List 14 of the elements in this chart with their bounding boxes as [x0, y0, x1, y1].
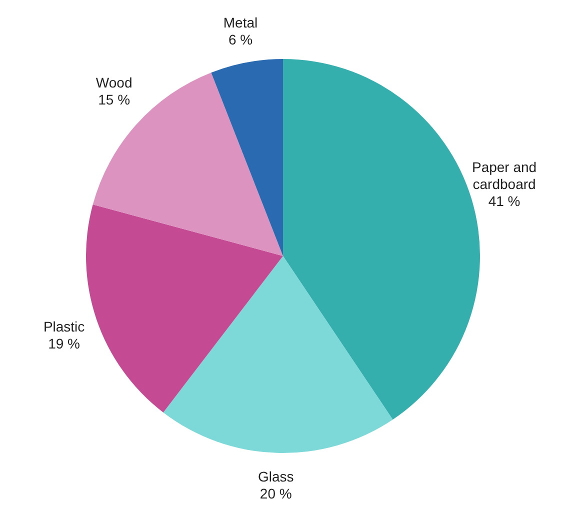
data-label: 41 %	[488, 193, 520, 210]
pie-slice	[163, 256, 393, 453]
slice-label: Glass	[258, 468, 294, 484]
data-label: 15 %	[98, 92, 130, 108]
pie-slice	[92, 72, 283, 256]
slice-label: Metal	[223, 14, 258, 30]
slice-label: Paper and cardboard	[472, 159, 537, 192]
pie-slice	[211, 59, 283, 256]
data-label: 19 %	[48, 336, 80, 352]
pie-slice	[86, 204, 283, 412]
data-label: 6 %	[228, 31, 253, 48]
slice-label: Plastic	[43, 318, 85, 335]
data-label: 20 %	[260, 485, 292, 502]
slice-label: Wood	[96, 74, 132, 91]
